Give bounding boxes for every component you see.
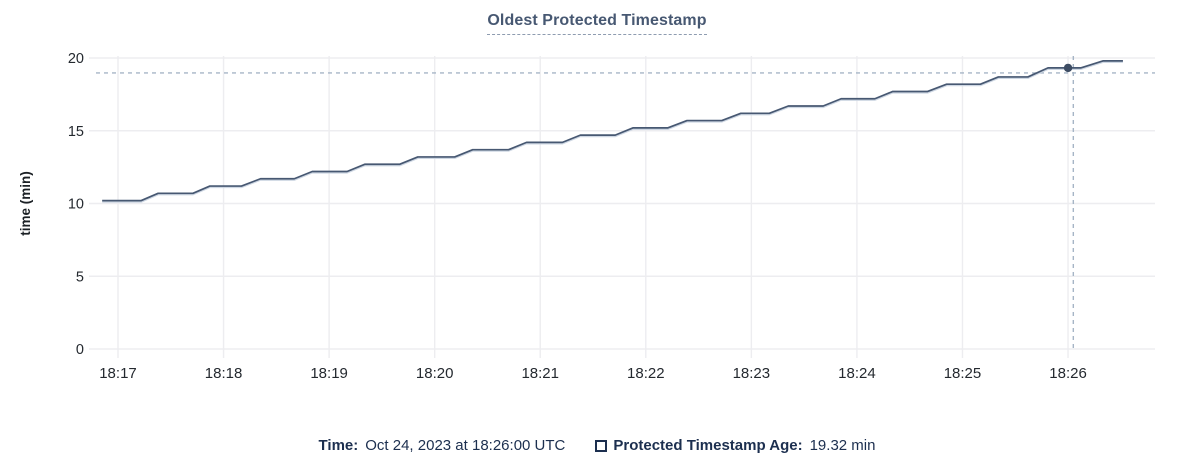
x-tick-label: 18:23 [733, 365, 771, 382]
time-label: Time: [318, 437, 359, 454]
x-tick-label: 18:18 [205, 365, 243, 382]
y-tick-label: 15 [68, 124, 84, 140]
chart-plot[interactable]: 0 5 10 15 20 18:17 18:18 18:19 18:20 18:21 18:22 18… [0, 0, 1194, 410]
x-tick-label: 18:26 [1049, 365, 1087, 382]
series-value: 19.32 min [809, 437, 876, 454]
y-axis-title: time (min) [18, 171, 33, 236]
x-tick-label: 18:19 [310, 365, 348, 382]
y-tick-label: 10 [68, 197, 84, 213]
series-line [102, 60, 1123, 202]
y-tick-label: 5 [76, 269, 84, 285]
hover-legend: Time: Oct 24, 2023 at 18:26:00 UTC Prote… [0, 437, 1194, 454]
x-tick-label: 18:20 [416, 365, 454, 382]
hover-point [1063, 63, 1073, 73]
x-tick-label: 18:25 [944, 365, 982, 382]
y-tick-label: 0 [76, 342, 84, 358]
time-value: Oct 24, 2023 at 18:26:00 UTC [365, 437, 566, 454]
chart-title-row: Oldest Protected Timestamp [0, 12, 1194, 35]
y-tick-label: 20 [68, 51, 84, 67]
series-line-halo [102, 61, 1123, 203]
legend-item: Protected Timestamp Age: 19.32 min [595, 437, 875, 454]
series-label: Protected Timestamp Age: [613, 437, 803, 454]
x-tick-label: 18:22 [627, 365, 665, 382]
x-tick-label: 18:17 [99, 365, 137, 382]
chart-title[interactable]: Oldest Protected Timestamp [487, 12, 707, 35]
series-swatch-icon [595, 439, 608, 452]
x-tick-label: 18:24 [838, 365, 876, 382]
x-tick-label: 18:21 [521, 365, 559, 382]
